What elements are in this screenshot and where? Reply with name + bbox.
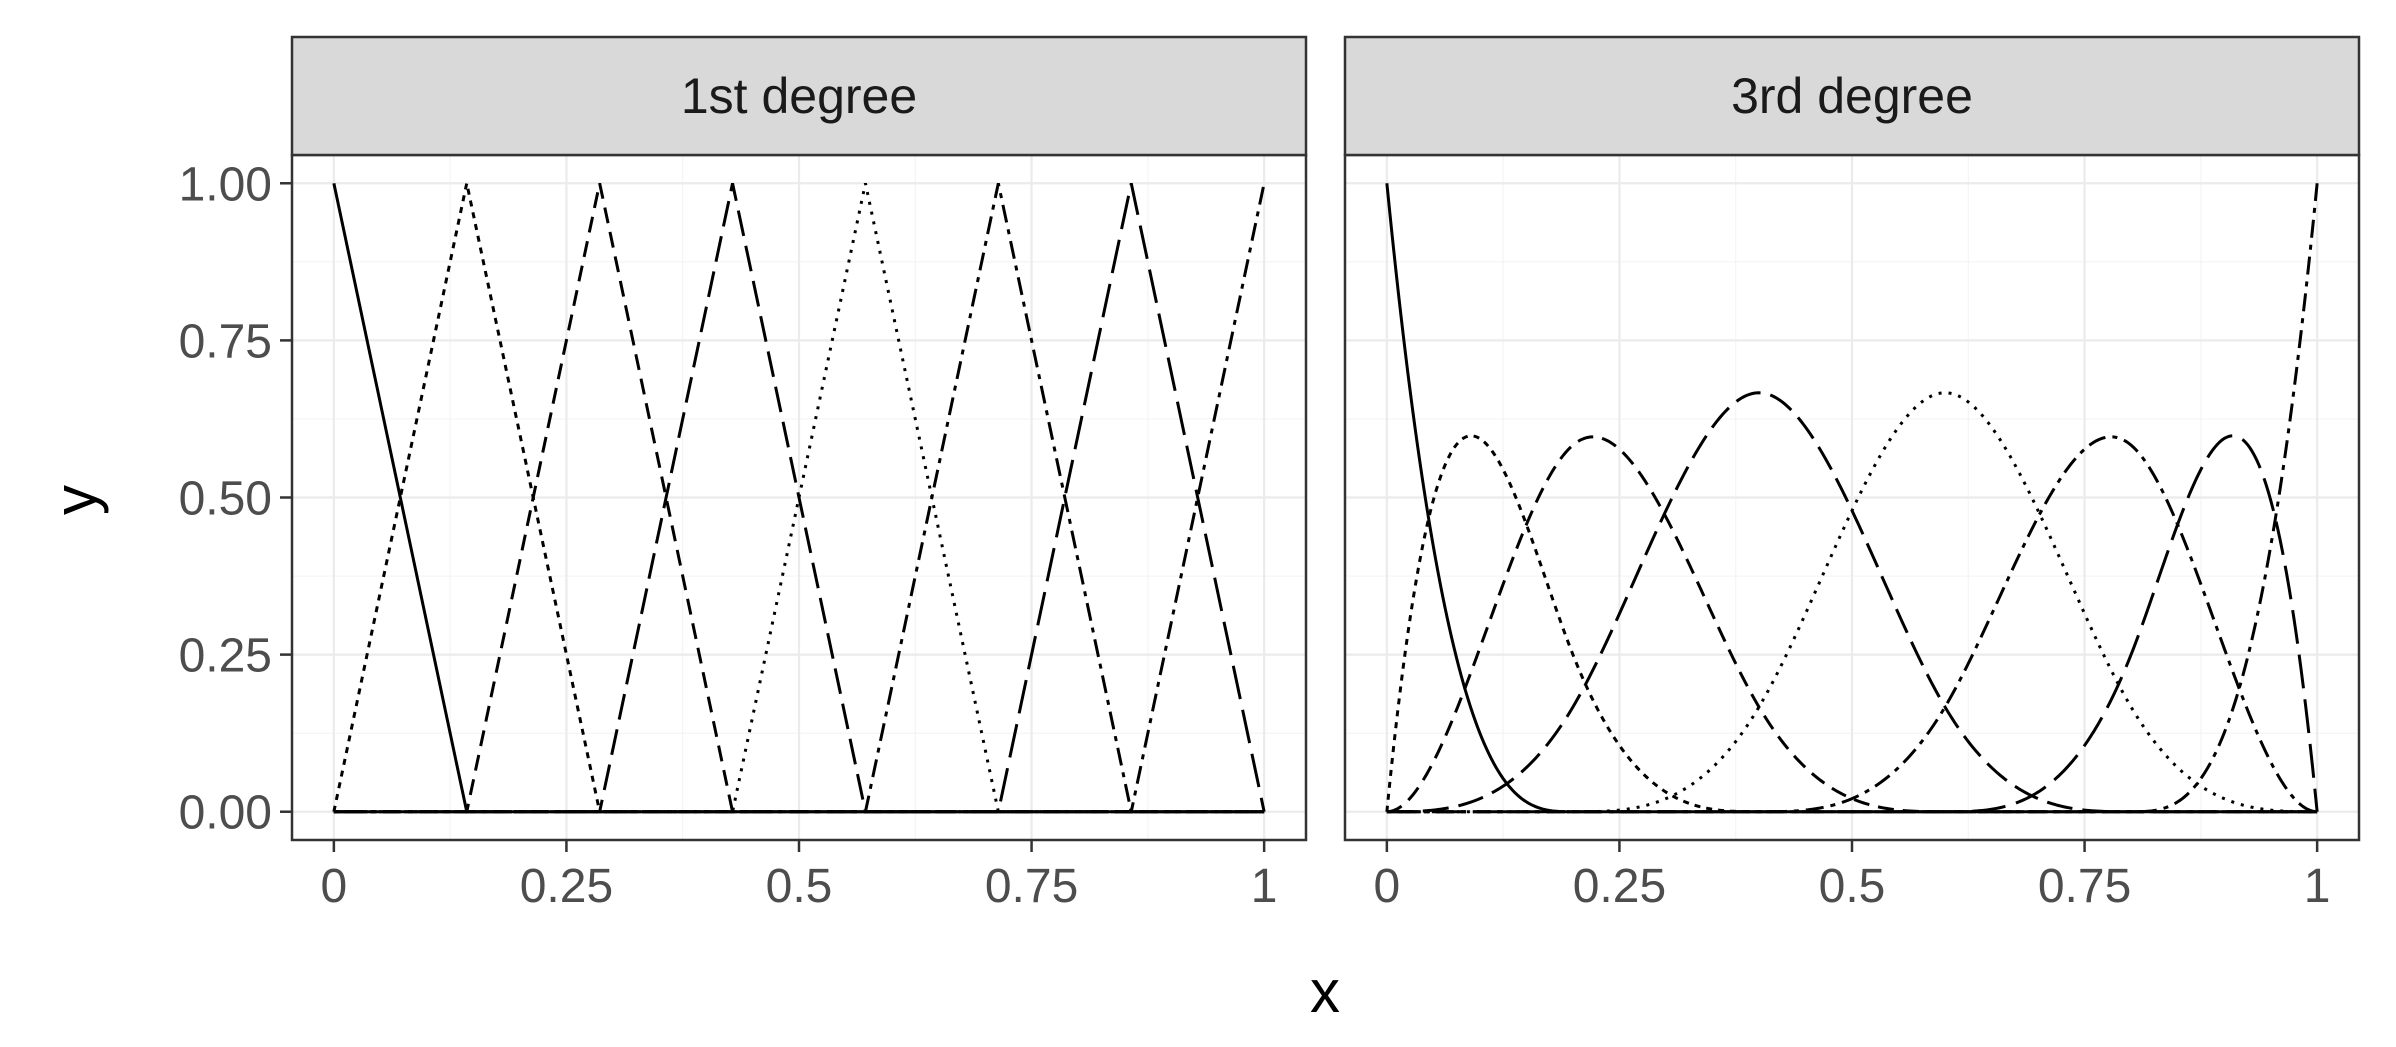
- series-line-7: [333, 182, 1266, 814]
- x-axis-title: x: [1310, 958, 1340, 1025]
- x-tick-label: 0: [321, 860, 348, 913]
- x-tick-label: 0.75: [985, 860, 1078, 913]
- series-line-6: [1386, 435, 2318, 814]
- y-tick-label: 1.00: [179, 158, 272, 211]
- x-tick-label: 1: [2304, 860, 2331, 913]
- facet-panel-2: 3rd degree 0 0.25 0.5 0.75 1: [1343, 35, 2361, 913]
- facet-panel-1: 1st degree 0 0.25 0.5 0.75 1 0.00 0.25 0.50 0.75 1…: [179, 35, 1308, 913]
- y-axis-title: y: [42, 485, 109, 515]
- facet-strip-label: 3rd degree: [1731, 68, 1973, 124]
- x-tick-label: 0.5: [766, 860, 833, 913]
- facet-strip: [1343, 35, 2361, 157]
- series-line-4: [333, 182, 1265, 814]
- series-line-8: [1386, 183, 2319, 814]
- x-tick-label: 0.75: [2038, 860, 2131, 913]
- y-tick-label: 0.00: [179, 787, 272, 840]
- x-tick-label: 0.5: [1819, 860, 1886, 913]
- series-group: [332, 182, 1266, 814]
- y-tick-label: 0.25: [179, 630, 272, 683]
- facet-strip-label: 1st degree: [681, 68, 917, 124]
- y-tick-label: 0.75: [179, 315, 272, 368]
- x-tick-label: 0.25: [1573, 860, 1666, 913]
- series-line-8: [333, 182, 1266, 814]
- series-line-4: [1386, 391, 2318, 814]
- x-tick-label: 0.25: [520, 860, 613, 913]
- series-group: [1385, 183, 2319, 814]
- series-line-5: [1386, 391, 2318, 814]
- x-tick-label: 0: [1374, 860, 1401, 913]
- x-tick-label: 1: [1251, 860, 1278, 913]
- facet-strip: [290, 35, 1308, 157]
- y-tick-label: 0.50: [179, 473, 272, 526]
